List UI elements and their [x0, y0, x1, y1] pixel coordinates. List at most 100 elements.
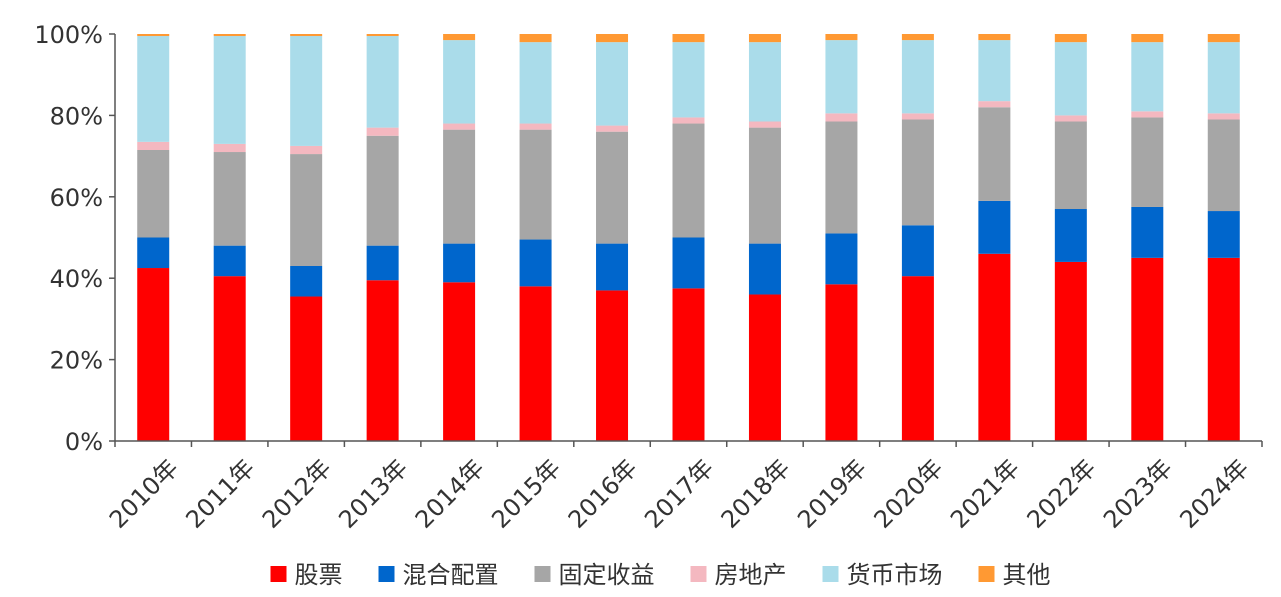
bar-segment	[901, 119, 934, 226]
y-tick-label: 20%	[50, 347, 103, 375]
bar-segment	[366, 245, 399, 281]
bar-segment	[519, 239, 552, 287]
bar-segment	[672, 288, 705, 441]
legend-swatch	[270, 566, 287, 582]
bar-segment	[1054, 261, 1087, 441]
bar-segment	[901, 276, 934, 441]
bar-segment	[213, 245, 246, 277]
bar-segment	[978, 34, 1011, 41]
bar-segment	[1131, 111, 1164, 118]
legend-label: 混合配置	[403, 561, 499, 589]
bar-segment	[290, 296, 323, 441]
bar-segment	[978, 253, 1011, 441]
bar-segment	[213, 143, 246, 153]
bar-segment	[825, 40, 858, 114]
bar-segment	[748, 127, 781, 244]
bar-segment	[213, 34, 246, 37]
bar-segment	[1207, 257, 1240, 441]
bar-segment	[1207, 42, 1240, 114]
x-tick-label: 2016年	[563, 454, 643, 534]
x-tick-label: 2013年	[333, 454, 413, 534]
bar-segment	[1207, 119, 1240, 212]
y-tick-label: 60%	[50, 184, 103, 212]
bar-segment	[748, 294, 781, 441]
bar-segment	[596, 243, 629, 291]
bar-segment	[137, 36, 170, 142]
x-axis: 2010年2011年2012年2013年2014年2015年2016年2017年…	[104, 440, 1263, 534]
bar-segment	[1131, 34, 1164, 43]
bar-segment	[1054, 121, 1087, 210]
bar-segment	[748, 121, 781, 128]
bar-segment	[519, 42, 552, 124]
bar-segment	[519, 129, 552, 240]
bar-segment	[825, 233, 858, 285]
bar-segment	[366, 135, 399, 246]
bar-segment	[137, 149, 170, 238]
bar-segment	[978, 101, 1011, 108]
bar-segment	[366, 280, 399, 441]
bar-segment	[901, 113, 934, 120]
x-tick-label: 2024年	[1174, 454, 1254, 534]
bar-segment	[519, 34, 552, 43]
x-tick-label: 2022年	[1022, 454, 1102, 534]
legend-swatch	[378, 566, 395, 582]
bar-segment	[825, 113, 858, 122]
y-tick-label: 40%	[50, 265, 103, 293]
bar-segment	[1054, 42, 1087, 116]
bar-segment	[978, 107, 1011, 201]
bar-segment	[137, 141, 170, 150]
bars-group	[137, 34, 1240, 441]
x-tick-label: 2010年	[104, 454, 184, 534]
bar-segment	[596, 125, 629, 132]
bar-segment	[672, 117, 705, 124]
bar-segment	[825, 121, 858, 234]
bar-segment	[366, 34, 399, 37]
legend-swatch	[978, 566, 995, 582]
bar-segment	[1131, 117, 1164, 207]
bar-segment	[137, 237, 170, 269]
bar-segment	[901, 34, 934, 41]
bar-segment	[1207, 34, 1240, 43]
bar-segment	[213, 152, 246, 246]
y-tick-label: 0%	[65, 428, 103, 456]
legend-label: 股票	[295, 561, 343, 589]
bar-segment	[672, 123, 705, 238]
bar-segment	[1207, 113, 1240, 120]
bar-segment	[748, 42, 781, 122]
bar-segment	[290, 145, 323, 155]
bar-segment	[366, 36, 399, 128]
x-tick-label: 2011年	[180, 454, 260, 534]
bar-segment	[901, 40, 934, 114]
bar-segment	[443, 282, 476, 441]
bar-segment	[978, 40, 1011, 102]
bar-segment	[978, 200, 1011, 254]
x-tick-label: 2019年	[792, 454, 872, 534]
bar-segment	[748, 34, 781, 43]
bar-segment	[213, 36, 246, 144]
y-tick-label: 80%	[50, 102, 103, 130]
x-tick-label: 2017年	[639, 454, 719, 534]
x-tick-label: 2018年	[716, 454, 796, 534]
legend-swatch	[690, 566, 707, 582]
bar-segment	[137, 268, 170, 441]
bar-segment	[443, 129, 476, 244]
bar-segment	[519, 123, 552, 130]
legend-swatch	[534, 566, 551, 582]
bar-segment	[443, 34, 476, 41]
bar-segment	[1054, 34, 1087, 43]
legend-swatch	[822, 566, 839, 582]
bar-segment	[901, 225, 934, 277]
bar-segment	[596, 42, 629, 126]
bar-segment	[443, 40, 476, 124]
bar-segment	[290, 36, 323, 146]
bar-segment	[1131, 206, 1164, 258]
bar-segment	[1131, 257, 1164, 441]
bar-segment	[290, 154, 323, 266]
legend-label: 货币市场	[847, 561, 943, 589]
legend-label: 其他	[1003, 561, 1051, 589]
bar-segment	[672, 237, 705, 289]
x-tick-label: 2021年	[945, 454, 1025, 534]
legend-label: 房地产	[715, 561, 787, 589]
